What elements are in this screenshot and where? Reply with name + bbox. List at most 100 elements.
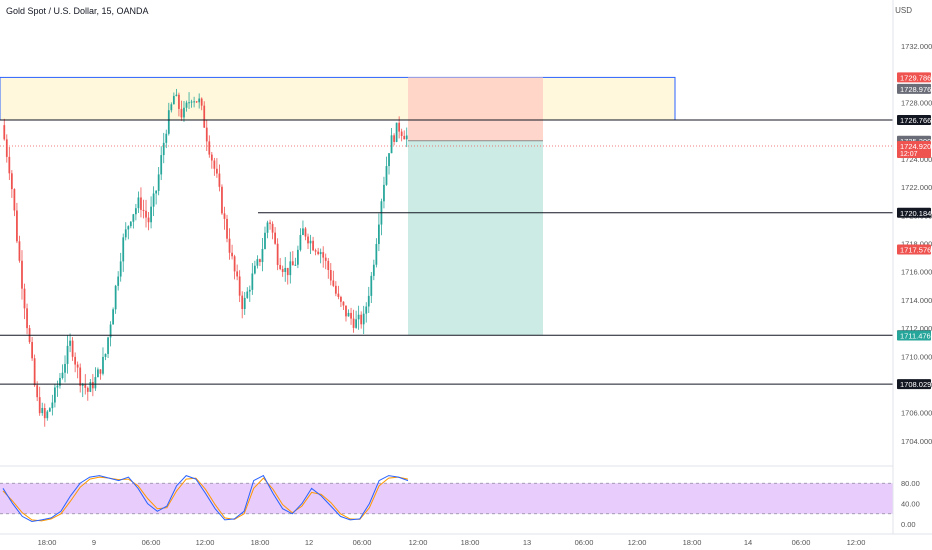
candle bbox=[97, 369, 99, 378]
candle bbox=[132, 214, 135, 222]
candle bbox=[180, 108, 183, 118]
drawing-zones bbox=[0, 76, 676, 336]
candle bbox=[226, 218, 228, 239]
candle bbox=[332, 280, 335, 286]
candle bbox=[124, 229, 127, 238]
price-label-badge bbox=[897, 207, 931, 218]
price-label-badge bbox=[897, 140, 931, 158]
candle bbox=[170, 104, 173, 111]
candle bbox=[314, 250, 317, 252]
y-tick-label: 1732.000 bbox=[901, 42, 932, 51]
candle bbox=[337, 293, 340, 297]
candle bbox=[347, 312, 350, 317]
candle bbox=[403, 135, 406, 140]
candle bbox=[152, 193, 155, 207]
candle bbox=[345, 305, 347, 317]
candle bbox=[135, 208, 137, 215]
candle bbox=[142, 209, 145, 211]
candle bbox=[264, 232, 266, 249]
candle bbox=[46, 411, 49, 419]
candle bbox=[385, 166, 388, 185]
candle bbox=[119, 261, 122, 277]
x-tick-label: 18:00 bbox=[38, 538, 57, 547]
candle bbox=[190, 101, 193, 103]
y-tick-label: 1706.000 bbox=[901, 409, 932, 418]
candle bbox=[370, 275, 373, 296]
x-tick-label: 12 bbox=[305, 538, 313, 547]
candle bbox=[238, 276, 241, 296]
candle bbox=[302, 228, 304, 236]
candle bbox=[398, 122, 401, 132]
candle bbox=[193, 101, 195, 103]
candle bbox=[3, 125, 6, 140]
candle bbox=[405, 135, 408, 140]
candle bbox=[342, 301, 345, 306]
stoch-d-line bbox=[2, 476, 409, 522]
candle bbox=[31, 342, 33, 359]
countdown-label: 12:07 bbox=[900, 151, 918, 158]
candle bbox=[213, 160, 216, 169]
candle bbox=[294, 264, 297, 266]
candle bbox=[319, 252, 322, 255]
y-tick-label: 1710.000 bbox=[901, 352, 932, 361]
price-label: 1726.766 bbox=[900, 116, 931, 125]
chart-title: Gold Spot / U.S. Dollar, 15, OANDA bbox=[6, 6, 149, 16]
candle bbox=[79, 367, 82, 386]
candle bbox=[165, 133, 168, 143]
currency-label: USD bbox=[895, 6, 912, 15]
stop-loss-zone bbox=[408, 77, 543, 141]
candle bbox=[284, 267, 287, 272]
x-tick-label: 06:00 bbox=[792, 538, 811, 547]
candle bbox=[102, 356, 104, 374]
candle bbox=[241, 295, 244, 309]
osc-tick-label: 80.00 bbox=[901, 479, 920, 488]
take-profit-zone bbox=[408, 140, 543, 336]
y-tick-label: 1712.000 bbox=[901, 324, 932, 333]
candle bbox=[117, 276, 120, 286]
stochastic-band bbox=[0, 483, 893, 514]
candle bbox=[66, 345, 69, 364]
candle bbox=[248, 289, 251, 292]
stochastic-pane: 80.00 40.00 0.00 bbox=[0, 474, 920, 529]
candle bbox=[99, 369, 102, 374]
candle bbox=[400, 131, 403, 136]
candle bbox=[297, 249, 299, 265]
candle bbox=[324, 257, 327, 261]
candle bbox=[221, 186, 223, 214]
candle bbox=[266, 222, 269, 233]
candle bbox=[185, 102, 188, 108]
price-label-badge bbox=[897, 114, 931, 125]
x-tick-label: 06:00 bbox=[142, 538, 161, 547]
candle bbox=[362, 313, 365, 325]
price-label: 1708.029 bbox=[900, 380, 931, 389]
candle bbox=[10, 173, 13, 190]
candles bbox=[3, 88, 408, 427]
candle bbox=[137, 197, 140, 209]
candle bbox=[233, 256, 236, 272]
candle bbox=[216, 168, 218, 174]
y-tick-label: 1714.000 bbox=[901, 296, 932, 305]
candle bbox=[312, 240, 314, 251]
x-tick-label: 13 bbox=[523, 538, 531, 547]
x-tick-label: 12:00 bbox=[409, 538, 428, 547]
candle bbox=[261, 248, 264, 263]
candle bbox=[200, 98, 203, 106]
price-label-badge bbox=[897, 72, 931, 83]
price-labels: 1729.7861728.9761726.7661725.2901724.920… bbox=[897, 72, 931, 390]
candle bbox=[8, 156, 11, 174]
candle bbox=[48, 408, 51, 412]
candle bbox=[390, 135, 393, 154]
candle bbox=[231, 252, 233, 257]
candle bbox=[274, 232, 276, 244]
candle bbox=[104, 353, 107, 357]
candle bbox=[327, 260, 330, 270]
x-tick-label: 18:00 bbox=[683, 538, 702, 547]
candle bbox=[23, 288, 26, 309]
x-tick-label: 18:00 bbox=[461, 538, 480, 547]
candle bbox=[256, 259, 259, 266]
candle bbox=[299, 235, 302, 250]
y-tick-label: 1722.000 bbox=[901, 183, 932, 192]
candle bbox=[357, 314, 360, 320]
price-label: 1729.786 bbox=[900, 73, 931, 82]
